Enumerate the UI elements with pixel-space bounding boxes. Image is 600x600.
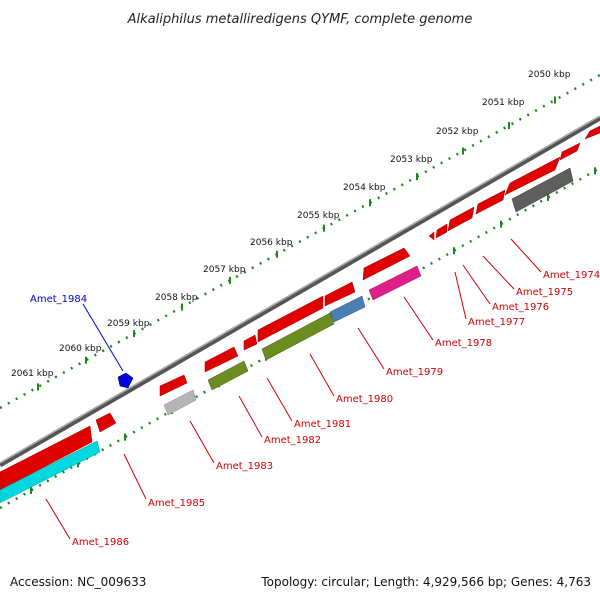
gene-label[interactable]: Amet_1977: [468, 317, 525, 328]
gene-arrow-amet-1981[interactable]: [324, 281, 356, 307]
gene-arrow-amet-1979b[interactable]: [428, 231, 435, 241]
tick-label: 2052 kbp: [436, 127, 479, 137]
gene-label[interactable]: Amet_1984: [30, 294, 87, 305]
gene-arrow-amet-1986[interactable]: [0, 425, 93, 491]
gene-label[interactable]: Amet_1974: [543, 270, 600, 281]
gene-arrow-amet-1980[interactable]: [362, 247, 411, 281]
cog-box-olive-2: [207, 360, 249, 391]
gene-label[interactable]: Amet_1976: [492, 302, 549, 313]
tick-label: 2053 kbp: [390, 155, 433, 165]
reverse-strand-genes: [0, 125, 600, 491]
cog-box-steelblue: [329, 295, 366, 323]
gene-arrow-amet-1985[interactable]: [95, 412, 117, 433]
tick-labels: 2050 kbp 2051 kbp 2052 kbp 2053 kbp 2054…: [11, 70, 571, 379]
tick-ruler-outer: [0, 73, 600, 410]
gene-label[interactable]: Amet_1975: [516, 287, 573, 298]
gene-label[interactable]: Amet_1985: [148, 498, 205, 509]
gene-label[interactable]: Amet_1979: [386, 367, 443, 378]
gene-label[interactable]: Amet_1978: [435, 338, 492, 349]
gene-arrow-amet-1983a[interactable]: [243, 334, 258, 351]
gene-arrow-amet-1976[interactable]: [504, 156, 561, 196]
tick-label: 2061 kbp: [11, 369, 54, 379]
gene-label[interactable]: Amet_1981: [294, 419, 351, 430]
genome-summary-text: Topology: circular; Length: 4,929,566 bp…: [260, 575, 591, 589]
gene-arrow-amet-1979[interactable]: [435, 223, 448, 239]
tick-label: 2060 kbp: [59, 344, 102, 354]
tick-label: 2058 kbp: [155, 293, 198, 303]
gene-arrow-amet-1983c[interactable]: [159, 374, 188, 397]
accession-text: Accession: NC_009633: [10, 575, 146, 589]
cog-box-magenta: [368, 265, 422, 301]
tick-label: 2056 kbp: [250, 238, 293, 248]
tick-label: 2057 kbp: [203, 265, 246, 275]
cog-box-cyan: [0, 440, 101, 504]
cog-box-gray: [511, 167, 574, 213]
gene-label[interactable]: Amet_1980: [336, 394, 393, 405]
gene-arrow-amet-1974[interactable]: [584, 125, 600, 140]
cog-boxes: [0, 167, 574, 504]
gene-label[interactable]: Amet_1986: [72, 537, 129, 548]
gene-arrow-amet-1984[interactable]: [117, 372, 134, 389]
gene-label[interactable]: Amet_1983: [216, 461, 273, 472]
cog-box-lightgray: [163, 389, 197, 416]
tick-label: 2055 kbp: [297, 211, 340, 221]
gene-arrow-amet-1983b[interactable]: [204, 346, 239, 373]
tick-label: 2050 kbp: [528, 70, 571, 80]
tick-label: 2051 kbp: [482, 98, 525, 108]
gene-label[interactable]: Amet_1982: [264, 435, 321, 446]
map-title: Alkaliphilus metalliredigens QYMF, compl…: [127, 12, 473, 27]
genome-backbone: [0, 115, 600, 468]
label-leaders: [45, 238, 542, 540]
tick-label: 2054 kbp: [343, 183, 386, 193]
gene-arrow-amet-1977[interactable]: [475, 189, 506, 215]
gene-arrow-amet-1982[interactable]: [257, 295, 324, 343]
cog-box-olive: [261, 312, 335, 361]
tick-label: 2059 kbp: [107, 319, 150, 329]
gene-arrow-amet-1975[interactable]: [559, 142, 581, 161]
gene-arrow-amet-1978[interactable]: [447, 206, 475, 232]
gene-labels: Amet_1974 Amet_1975 Amet_1976 Amet_1977 …: [30, 270, 600, 548]
